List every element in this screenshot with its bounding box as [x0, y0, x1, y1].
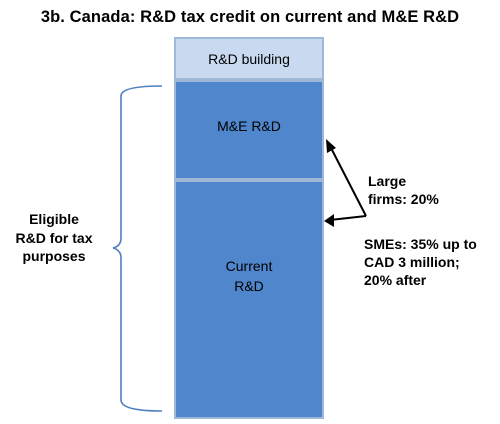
- large-firms-arrow: [326, 139, 366, 216]
- eligible-rd-label: Eligible R&D for tax purposes: [0, 210, 108, 266]
- eligible-brace: [113, 86, 162, 411]
- smes-label: SMEs: 35% up to CAD 3 million; 20% after: [364, 235, 477, 289]
- smes-arrow: [324, 214, 366, 227]
- large-firms-label: Large firms: 20%: [368, 172, 439, 208]
